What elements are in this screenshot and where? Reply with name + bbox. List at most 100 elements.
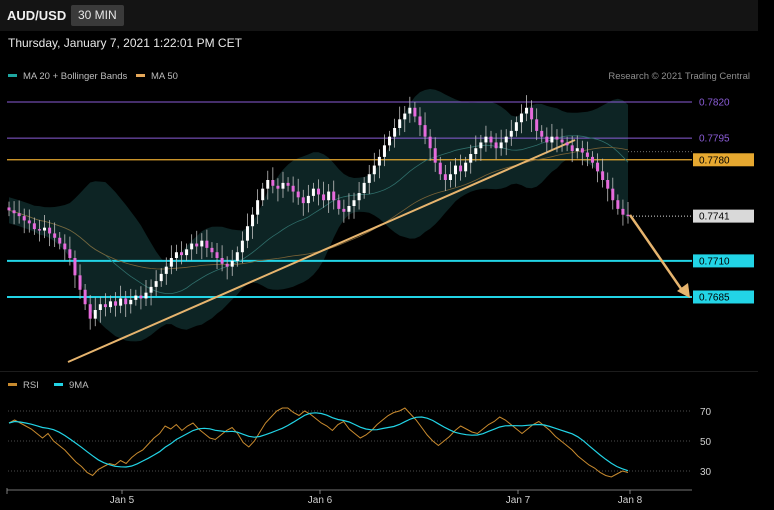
- candle-body: [37, 229, 41, 231]
- legend-ma20-swatch: [8, 73, 17, 77]
- candle-body: [327, 191, 331, 201]
- candle-body: [403, 113, 407, 120]
- candle: [332, 180, 336, 210]
- candle: [301, 189, 305, 216]
- candle: [73, 250, 77, 289]
- candle-body: [337, 200, 341, 209]
- candle: [58, 232, 62, 250]
- candle-body: [245, 226, 249, 241]
- candle-body: [179, 252, 184, 256]
- candle: [611, 177, 615, 210]
- candle: [367, 164, 371, 194]
- candle: [347, 193, 351, 220]
- candle-body: [585, 152, 589, 157]
- candle-body: [489, 136, 493, 143]
- bollinger-band-layer: [9, 89, 628, 342]
- timeframe-button[interactable]: 30 MIN: [71, 5, 124, 26]
- x-tick-label-1: Jan 6: [308, 495, 333, 506]
- rsi-tick-50: 50: [700, 437, 712, 448]
- candle: [179, 241, 184, 265]
- candle-body: [540, 130, 544, 137]
- candle-body: [251, 214, 255, 227]
- candle: [245, 213, 249, 249]
- candle: [494, 133, 498, 160]
- candle-body: [479, 142, 483, 149]
- candle-body: [73, 258, 77, 276]
- candle-body: [388, 136, 392, 146]
- candle: [545, 127, 549, 154]
- candle-body: [570, 145, 574, 152]
- candle: [83, 284, 87, 310]
- legend-rsi-swatch: [8, 382, 17, 386]
- candle: [316, 179, 321, 206]
- candle-body: [256, 200, 260, 215]
- candle: [616, 194, 620, 215]
- legend-9ma-swatch: [54, 382, 63, 386]
- candle-body: [225, 263, 229, 267]
- candle-body: [200, 240, 204, 247]
- candle: [575, 135, 579, 159]
- level-tag-bg-0.7710: [693, 254, 754, 268]
- level-tag-0.7710: 0.7710: [699, 256, 730, 267]
- level-tag-bg-0.7741: [693, 209, 754, 223]
- candle-body: [332, 191, 336, 201]
- rsi-line: [8, 407, 629, 478]
- candle: [43, 214, 47, 239]
- candle-body: [27, 220, 31, 224]
- candle-body: [459, 165, 463, 172]
- candle-body: [98, 304, 102, 310]
- candle-body: [545, 136, 549, 143]
- candle: [266, 170, 270, 200]
- candle-body: [129, 299, 133, 305]
- candle: [124, 290, 128, 317]
- candle-body: [575, 148, 579, 152]
- candle-body: [494, 142, 498, 149]
- level-tag-0.7741: 0.7741: [699, 212, 730, 223]
- level-lines-layer: [7, 101, 692, 298]
- candle: [433, 137, 437, 172]
- candle: [271, 167, 275, 194]
- candle: [560, 128, 564, 152]
- candle: [443, 164, 447, 191]
- candle: [12, 201, 16, 225]
- candle-body: [174, 252, 178, 258]
- legend-ma20-bollinger: MA 20 + Bollinger Bands: [8, 71, 127, 82]
- candle: [88, 294, 92, 330]
- candle: [53, 222, 57, 248]
- candle-body: [474, 148, 478, 154]
- candle-body: [190, 243, 194, 250]
- candle-body: [393, 128, 397, 137]
- candle: [159, 268, 163, 287]
- candle-body: [464, 162, 468, 172]
- candle-body: [448, 174, 452, 180]
- candle-body: [606, 180, 610, 189]
- candle-body: [382, 145, 386, 157]
- candle-body: [53, 233, 57, 238]
- candle-body: [266, 180, 270, 189]
- candle-body: [347, 206, 351, 212]
- candle: [251, 207, 255, 239]
- candle: [286, 177, 290, 192]
- candle-body: [428, 136, 432, 149]
- candle-body: [560, 139, 564, 143]
- candle: [504, 129, 508, 156]
- candle: [296, 178, 300, 205]
- candle: [464, 156, 468, 178]
- candle: [570, 136, 574, 163]
- candle-body: [596, 162, 600, 172]
- candle-body: [306, 195, 310, 204]
- candle-body: [185, 249, 189, 256]
- candle-body: [220, 258, 224, 264]
- candle-body: [12, 210, 16, 214]
- candle-body: [215, 252, 219, 258]
- trendline-layer: [67, 139, 690, 363]
- candle: [626, 201, 630, 224]
- legend-9ma-label: 9MA: [69, 380, 89, 391]
- candle: [261, 182, 265, 206]
- candle: [78, 264, 82, 300]
- candle: [357, 182, 361, 210]
- candle: [139, 286, 143, 310]
- candle-body: [535, 119, 539, 131]
- candle: [17, 200, 21, 224]
